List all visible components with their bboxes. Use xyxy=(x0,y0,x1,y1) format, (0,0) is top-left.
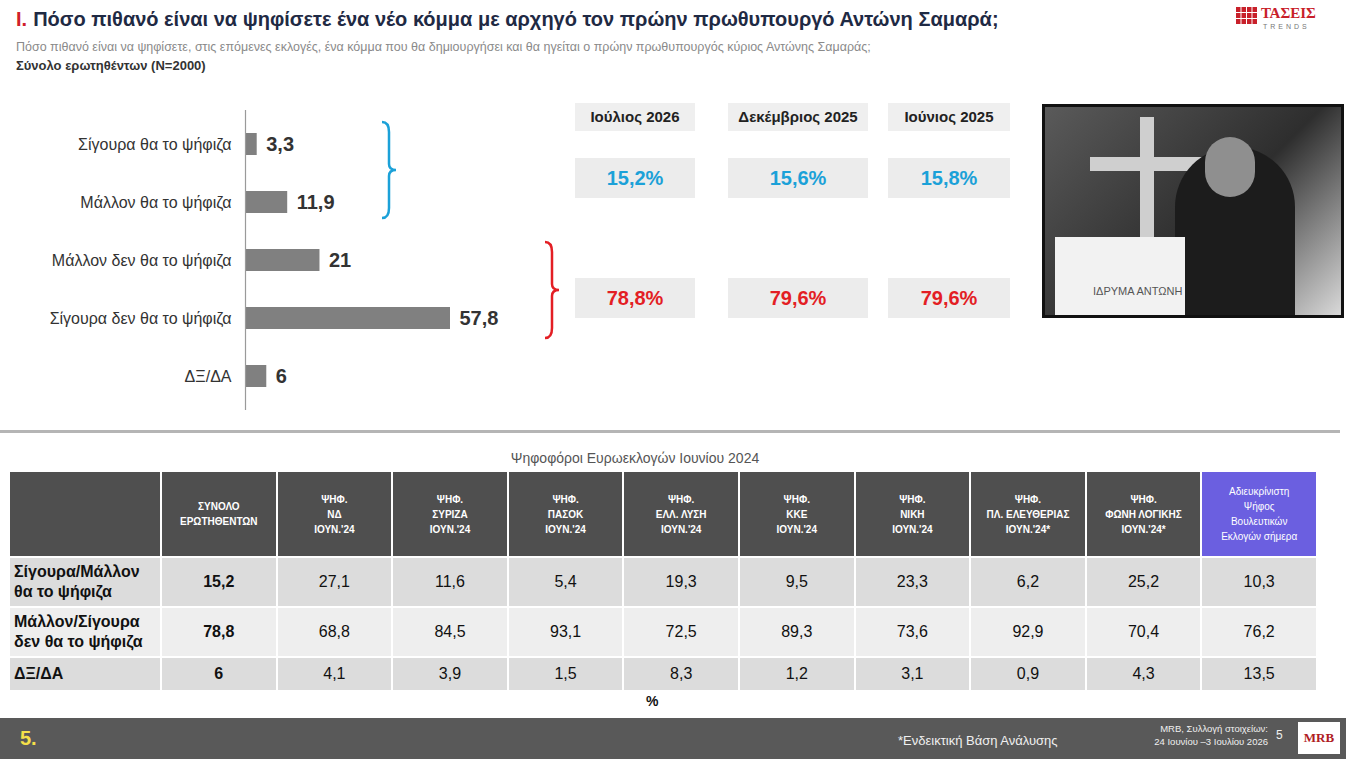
html-text:13,5: 13,5 xyxy=(1243,665,1275,682)
html-text:70,4: 70,4 xyxy=(1128,623,1160,640)
html-text:93,1: 93,1 xyxy=(550,623,582,640)
html-text:6: 6 xyxy=(214,665,224,682)
html-text:92,9: 92,9 xyxy=(1012,623,1044,640)
html-text:Ιούνιος 2025: Ιούνιος 2025 xyxy=(904,108,994,125)
svg-text:11,9: 11,9 xyxy=(297,191,335,213)
html-text:5,4: 5,4 xyxy=(554,573,577,590)
svg-text:Σίγουρα θα το ψήφιζα: Σίγουρα θα το ψήφιζα xyxy=(78,136,231,154)
svg-text:Μάλλον θα το ψήφιζα: Μάλλον θα το ψήφιζα xyxy=(80,194,231,212)
html-text:Πόσο πιθανό είναι να ψηφίσετε,: Πόσο πιθανό είναι να ψηφίσετε, στις επόμ… xyxy=(16,40,871,54)
html-text:78,8%: 78,8% xyxy=(606,287,664,309)
html-text:79,6%: 79,6% xyxy=(920,287,978,309)
html-text:23,3: 23,3 xyxy=(896,573,928,590)
html-text:ΣΥΝΟΛΟ ΕΡΩΤΗΘΕΝΤΩΝ: ΣΥΝΟΛΟ ΕΡΩΤΗΘΕΝΤΩΝ xyxy=(180,501,258,527)
html-text:ΨΗΦ. ΕΛΛ. ΛΥΣΗ ΙΟΥΝ.'24: ΨΗΦ. ΕΛΛ. ΛΥΣΗ ΙΟΥΝ.'24 xyxy=(655,493,707,535)
html-text:19,3: 19,3 xyxy=(665,573,697,590)
html-text:84,5: 84,5 xyxy=(434,623,466,640)
html-text:24 Ιουνίου –3 Ιουλίου 2026: 24 Ιουνίου –3 Ιουλίου 2026 xyxy=(1154,736,1268,747)
html-text:27,1: 27,1 xyxy=(318,573,350,590)
html-text:ΨΗΦ. ΠΛ. ΕΛΕΥΘΕΡΙΑΣ ΙΟΥΝ.'24*: ΨΗΦ. ΠΛ. ΕΛΕΥΘΕΡΙΑΣ ΙΟΥΝ.'24* xyxy=(986,493,1070,535)
html-text:*Ενδεικτική Βάση Ανάλυσης: *Ενδεικτική Βάση Ανάλυσης xyxy=(898,733,1058,748)
html-text:25,2: 25,2 xyxy=(1128,573,1160,590)
svg-text:ΔΞ/ΔΑ: ΔΞ/ΔΑ xyxy=(185,368,232,385)
html-text:ΔΞ/ΔΑ: ΔΞ/ΔΑ xyxy=(14,665,64,682)
html-text:ΨΗΦ. ΝΔ ΙΟΥΝ.'24: ΨΗΦ. ΝΔ ΙΟΥΝ.'24 xyxy=(314,493,355,535)
html-text:MRB: MRB xyxy=(1303,730,1335,745)
html-text:6,2: 6,2 xyxy=(1016,573,1040,590)
html-text:89,3: 89,3 xyxy=(781,623,813,640)
html-text:11,6: 11,6 xyxy=(435,573,465,590)
html-text:Μάλλον/Σίγουρα δεν θα το ψήφιζ: Μάλλον/Σίγουρα δεν θα το ψήφιζα xyxy=(14,613,143,650)
html-text:8,3: 8,3 xyxy=(670,665,693,682)
svg-text:57,8: 57,8 xyxy=(460,307,499,329)
html-text:0,9: 0,9 xyxy=(1016,665,1040,682)
html-text:ΨΗΦ. ΣΥΡΙΖΑ ΙΟΥΝ.'24: ΨΗΦ. ΣΥΡΙΖΑ ΙΟΥΝ.'24 xyxy=(429,493,471,535)
html-text:73,6: 73,6 xyxy=(896,623,928,640)
html-text:Δεκέμβριος 2025: Δεκέμβριος 2025 xyxy=(738,108,858,125)
html-text:Ψηφοφόροι Ευρωεκλογών Ιουνίου: Ψηφοφόροι Ευρωεκλογών Ιουνίου 2024 xyxy=(510,450,760,466)
svg-text:3,3: 3,3 xyxy=(266,133,294,155)
html-text:4,3: 4,3 xyxy=(1132,665,1155,682)
html-text:5: 5 xyxy=(1276,728,1283,742)
html-text:5.: 5. xyxy=(20,727,37,749)
svg-text:Μάλλον δεν θα το ψήφιζα: Μάλλον δεν θα το ψήφιζα xyxy=(52,252,232,270)
html-text:ΤΑΣΕΙΣ: ΤΑΣΕΙΣ xyxy=(1261,5,1316,21)
html-text:68,8: 68,8 xyxy=(318,623,350,640)
html-text:78,8: 78,8 xyxy=(203,623,235,640)
html-text:ΨΗΦ. ΚΚΕ ΙΟΥΝ.'24: ΨΗΦ. ΚΚΕ ΙΟΥΝ.'24 xyxy=(776,493,817,535)
html-text:Σύνολο ερωτηθέντων (N=2000): Σύνολο ερωτηθέντων (N=2000) xyxy=(16,58,206,73)
html-text:72,5: 72,5 xyxy=(665,623,697,640)
html-text:Σίγουρα/Μάλλον θα το ψήφιζα: Σίγουρα/Μάλλον θα το ψήφιζα xyxy=(14,563,140,600)
html-text:TRENDS: TRENDS xyxy=(1263,23,1310,30)
html-text:MRB, Συλλογή στοιχείων:: MRB, Συλλογή στοιχείων: xyxy=(1160,723,1268,734)
html-text:4,1: 4,1 xyxy=(323,665,346,682)
html-text:1,5: 1,5 xyxy=(554,665,577,682)
svg-text:6: 6 xyxy=(276,365,287,387)
html-text:I. Πόσο πιθανό είναι να ψηφίσε: I. Πόσο πιθανό είναι να ψηφίσετε ένα νέο… xyxy=(16,8,999,30)
svg-text:Σίγουρα δεν θα το ψήφιζα: Σίγουρα δεν θα το ψήφιζα xyxy=(50,310,232,328)
html-text:15,2%: 15,2% xyxy=(606,167,664,189)
html-text:9,5: 9,5 xyxy=(785,573,808,590)
html-text:15,6%: 15,6% xyxy=(769,167,827,189)
html-text:Ιούλιος 2026: Ιούλιος 2026 xyxy=(590,108,680,125)
html-text:79,6%: 79,6% xyxy=(769,287,827,309)
html-text:ΨΗΦ. ΝΙΚΗ ΙΟΥΝ.'24: ΨΗΦ. ΝΙΚΗ ΙΟΥΝ.'24 xyxy=(892,493,933,535)
html-text:ΨΗΦ. ΦΩΝΗ ΛΟΓΙΚΗΣ ΙΟΥΝ.'24*: ΨΗΦ. ΦΩΝΗ ΛΟΓΙΚΗΣ ΙΟΥΝ.'24* xyxy=(1105,493,1182,535)
html-text:1,2: 1,2 xyxy=(785,665,808,682)
html-text:3,1: 3,1 xyxy=(901,665,924,682)
html-text:15,2: 15,2 xyxy=(203,573,235,590)
html-text:ΙΔΡΥΜΑ ΑΝΤΩΝΗ: ΙΔΡΥΜΑ ΑΝΤΩΝΗ xyxy=(1093,285,1183,297)
html-text:ΨΗΦ. ΠΑΣΟΚ ΙΟΥΝ.'24: ΨΗΦ. ΠΑΣΟΚ ΙΟΥΝ.'24 xyxy=(545,493,586,535)
html-text:3,9: 3,9 xyxy=(438,665,462,682)
html-text:15,8%: 15,8% xyxy=(920,167,978,189)
svg-text:21: 21 xyxy=(329,249,351,271)
html-text:Αδιευκρίνιστη Ψήφος Βουλευτικώ: Αδιευκρίνιστη Ψήφος Βουλευτικών Εκλογών … xyxy=(1221,486,1298,542)
html-text:76,2: 76,2 xyxy=(1243,623,1275,640)
html-text:10,3: 10,3 xyxy=(1243,573,1275,590)
